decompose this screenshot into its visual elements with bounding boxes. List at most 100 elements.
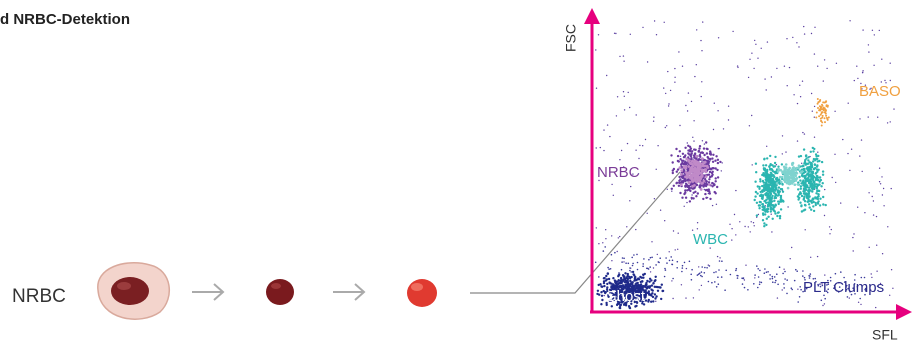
dot	[796, 167, 799, 170]
dot	[682, 160, 684, 162]
dot	[693, 184, 696, 187]
dot	[860, 304, 861, 305]
dot	[809, 179, 811, 181]
dot	[809, 206, 811, 208]
dot	[817, 200, 819, 202]
dot	[763, 158, 765, 160]
dot	[611, 305, 613, 307]
dot	[600, 303, 602, 305]
dot	[819, 204, 821, 206]
dot	[807, 199, 809, 201]
dot	[676, 182, 678, 184]
dot	[816, 158, 818, 160]
dot	[797, 301, 799, 303]
dot	[631, 281, 633, 283]
dot	[875, 307, 876, 308]
dot	[704, 161, 707, 164]
dot	[803, 26, 804, 27]
dot	[772, 276, 774, 278]
dot	[674, 77, 675, 78]
dot	[759, 281, 761, 283]
dot	[778, 190, 780, 192]
dot	[758, 214, 759, 215]
dot	[797, 188, 799, 190]
dot	[752, 164, 753, 165]
dot	[685, 197, 687, 199]
dot	[868, 44, 869, 45]
x-axis-label: SFL	[872, 327, 898, 343]
dot	[881, 176, 882, 177]
dot	[768, 165, 770, 167]
dot	[814, 117, 815, 118]
dot	[635, 229, 636, 230]
dot	[779, 215, 781, 217]
dot	[758, 276, 760, 278]
dot	[777, 284, 779, 286]
dot	[631, 257, 633, 259]
dot	[807, 156, 809, 158]
dot	[758, 207, 760, 209]
dot	[765, 202, 767, 204]
dot	[697, 167, 700, 170]
dot	[715, 271, 717, 273]
dot	[624, 278, 626, 280]
dot	[602, 242, 603, 243]
dot	[628, 92, 629, 93]
dot	[854, 80, 855, 81]
dot	[634, 305, 636, 307]
dot	[891, 269, 892, 270]
dot	[873, 214, 874, 215]
dot	[724, 289, 726, 291]
dot	[764, 78, 765, 79]
dot	[679, 125, 680, 126]
dot	[796, 270, 798, 272]
dot	[648, 299, 650, 301]
dot	[804, 161, 806, 163]
dot	[684, 147, 686, 149]
dot	[693, 120, 694, 121]
dot	[647, 61, 648, 62]
dot	[688, 159, 691, 162]
dot	[689, 200, 691, 202]
dot	[859, 118, 860, 119]
dot	[804, 192, 806, 194]
dot	[756, 202, 758, 204]
dot	[700, 152, 702, 154]
dot	[765, 199, 767, 201]
dot	[873, 65, 874, 66]
dot	[802, 132, 803, 133]
dot	[692, 167, 695, 170]
dot	[879, 30, 880, 31]
dot	[664, 276, 666, 278]
dot	[611, 184, 612, 185]
dot	[807, 172, 809, 174]
cluster-label: BASO	[859, 83, 901, 100]
dot	[718, 37, 719, 38]
dot	[794, 183, 797, 186]
dot	[743, 277, 745, 279]
dot	[872, 196, 873, 197]
dot	[755, 191, 757, 193]
dot	[825, 204, 827, 206]
dot	[782, 289, 783, 290]
dot	[719, 257, 720, 258]
dot	[824, 274, 825, 275]
dot	[606, 278, 608, 280]
dot	[652, 296, 654, 298]
dot	[703, 147, 705, 149]
dot	[808, 203, 810, 205]
dot	[782, 135, 783, 136]
dot	[706, 166, 709, 169]
dot	[824, 215, 825, 216]
dot	[693, 154, 695, 156]
dot	[790, 258, 791, 259]
dot	[805, 157, 807, 159]
dot	[803, 195, 805, 197]
dot	[705, 175, 708, 178]
dot	[883, 188, 884, 189]
dot	[622, 257, 624, 259]
cluster-label: NRBC	[597, 164, 640, 181]
dot	[642, 274, 644, 276]
dot	[684, 154, 686, 156]
dot	[761, 185, 763, 187]
